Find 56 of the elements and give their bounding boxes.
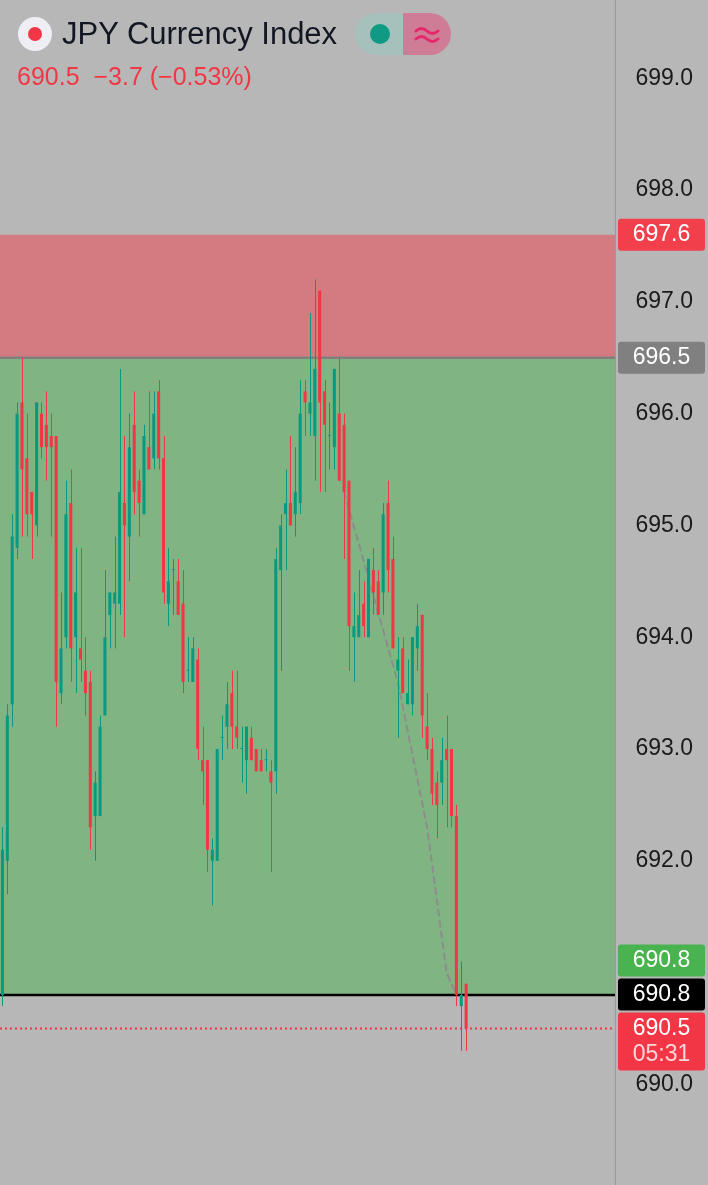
candlestick bbox=[396, 636, 400, 739]
candlestick bbox=[303, 379, 307, 437]
ref-line-label: 690.5 05:31 bbox=[632, 1013, 691, 1066]
text: JPY Currency Index bbox=[62, 15, 338, 53]
y-tick-label: 697.0 bbox=[635, 287, 693, 314]
candlestick bbox=[210, 837, 214, 907]
candlestick bbox=[362, 580, 366, 638]
candlestick bbox=[327, 401, 331, 471]
y-tick-label: 699.0 bbox=[635, 63, 693, 90]
candlestick bbox=[30, 491, 34, 560]
candlestick bbox=[122, 435, 126, 638]
candlestick bbox=[269, 759, 273, 873]
candlestick bbox=[293, 446, 297, 538]
candlestick bbox=[352, 592, 356, 683]
band-label: 690.8 bbox=[632, 945, 691, 972]
candlestick bbox=[166, 547, 170, 627]
candlestick bbox=[186, 636, 190, 683]
band-label: 697.6 bbox=[632, 220, 691, 247]
candlestick bbox=[459, 960, 463, 1052]
candlestick bbox=[284, 469, 288, 571]
y-tick-label: 695.0 bbox=[635, 510, 693, 537]
ref-line-label: 696.5 bbox=[632, 343, 691, 370]
candlestick bbox=[264, 748, 268, 772]
candlestick bbox=[113, 536, 117, 649]
candlestick bbox=[240, 726, 244, 784]
candlestick bbox=[249, 726, 253, 761]
candlestick bbox=[440, 737, 444, 806]
candlestick bbox=[235, 670, 239, 750]
candlestick bbox=[445, 714, 449, 828]
candlestick bbox=[288, 435, 292, 526]
candlestick bbox=[415, 603, 419, 672]
candlestick bbox=[44, 390, 48, 482]
candlestick bbox=[108, 592, 112, 649]
y-tick-label: 694.0 bbox=[635, 622, 693, 649]
ref-line-label: 690.8 bbox=[632, 979, 691, 1006]
candlestick bbox=[171, 558, 175, 616]
candlestick bbox=[49, 413, 53, 538]
y-tick-label: 693.0 bbox=[635, 734, 693, 761]
text: 690.5 −3.7 (−0.53%) bbox=[17, 61, 252, 91]
candlestick bbox=[137, 469, 141, 538]
y-tick-label: 692.0 bbox=[635, 846, 693, 873]
candlestick bbox=[406, 659, 410, 705]
candlestick bbox=[79, 547, 83, 683]
candlestick bbox=[83, 636, 87, 716]
candlestick bbox=[225, 681, 229, 750]
y-tick-label: 696.0 bbox=[635, 398, 693, 425]
y-tick-label: 690.0 bbox=[635, 1069, 693, 1096]
candlestick bbox=[357, 569, 361, 638]
candlestick bbox=[308, 312, 312, 437]
candlestick bbox=[435, 770, 439, 839]
candlestick bbox=[220, 714, 224, 761]
candlestick bbox=[425, 692, 429, 761]
candlestick bbox=[371, 547, 375, 616]
y-tick-label: 698.0 bbox=[635, 175, 693, 202]
candlestick bbox=[201, 726, 205, 806]
candlestick bbox=[147, 390, 151, 471]
